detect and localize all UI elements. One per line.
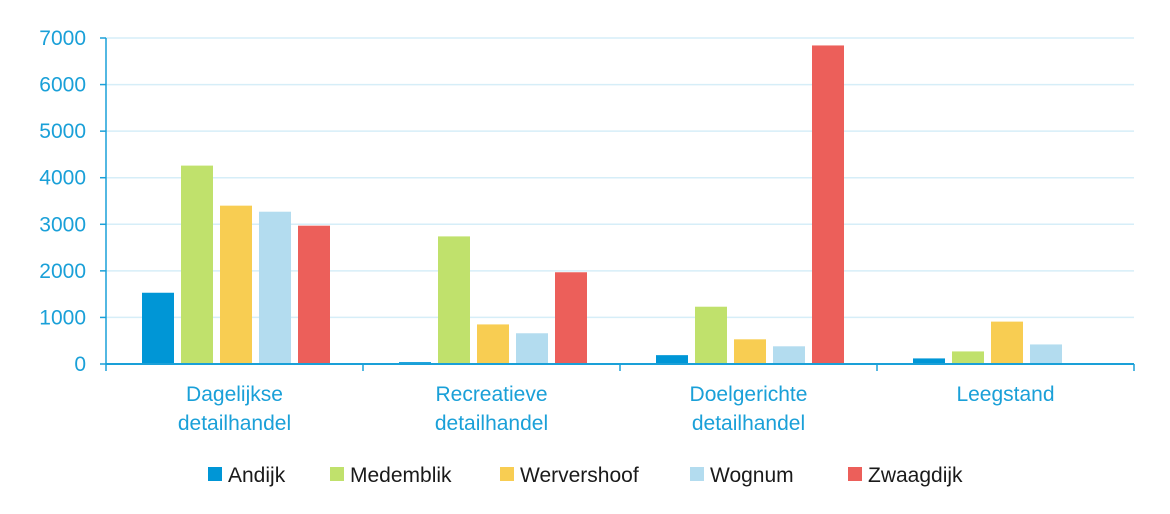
bar-wervershoof-1 [477,324,509,364]
bar-wognum-1 [516,333,548,364]
bar-medemblik-3 [952,351,984,364]
x-category-label-line: Doelgerichte [690,383,808,406]
bar-zwaagdijk-0 [298,225,330,364]
bar-wervershoof-3 [991,321,1023,364]
bar-andijk-0 [142,292,174,364]
legend-swatch-wervershoof [500,467,514,481]
y-tick-label: 1000 [39,306,86,329]
bar-wervershoof-0 [220,205,252,364]
y-tick-label: 6000 [39,74,86,97]
legend-label-wervershoof: Wervershoof [520,464,639,487]
x-category-label: Dagelijkse detailhandel [178,383,291,435]
x-category-label: Leegstand [956,383,1054,406]
bar-andijk-2 [656,355,688,364]
legend-label-andijk: Andijk [228,464,286,487]
x-category-label-line: Dagelijkse [186,383,283,406]
x-category-label-line: detailhandel [692,412,805,435]
x-category-label: Doelgerichte detailhandel [690,383,808,435]
x-category-label-line: detailhandel [435,412,548,435]
x-category-label-line: Leegstand [956,383,1054,406]
x-axis: Dagelijkse detailhandel Recreatieve detailh… [105,363,1135,435]
bar-medemblik-0 [181,165,213,364]
x-category-label: Recreatieve detailhandel [435,383,548,435]
legend-swatch-andijk [208,467,222,481]
y-tick-label: 0 [74,353,86,376]
legend-label-wognum: Wognum [710,464,794,487]
y-tick-label: 2000 [39,260,86,283]
legend-swatch-medemblik [330,467,344,481]
bars [142,45,1062,365]
bar-wognum-2 [773,346,805,364]
bar-andijk-3 [913,358,945,364]
y-tick-label: 3000 [39,213,86,236]
legend-swatch-zwaagdijk [848,467,862,481]
bar-zwaagdijk-1 [555,272,587,364]
y-tick-label: 7000 [39,27,86,50]
bar-medemblik-1 [438,236,470,364]
bar-wognum-3 [1030,344,1062,364]
x-category-label-line: detailhandel [178,412,291,435]
bar-wervershoof-2 [734,339,766,364]
legend-label-zwaagdijk: Zwaagdijk [868,464,963,487]
y-axis: 0 1000 2000 3000 4000 5000 6000 7000 [39,27,107,376]
bar-zwaagdijk-2 [812,45,844,365]
y-tick-label: 5000 [39,120,86,143]
x-category-label-line: Recreatieve [435,383,547,406]
bar-wognum-0 [259,211,291,364]
legend-label-medemblik: Medemblik [350,464,452,487]
y-tick-label: 4000 [39,167,86,190]
bar-medemblik-2 [695,306,727,364]
legend: Andijk Medemblik Wervershoof Wognum Zwaagdij… [208,464,963,487]
legend-swatch-wognum [690,467,704,481]
